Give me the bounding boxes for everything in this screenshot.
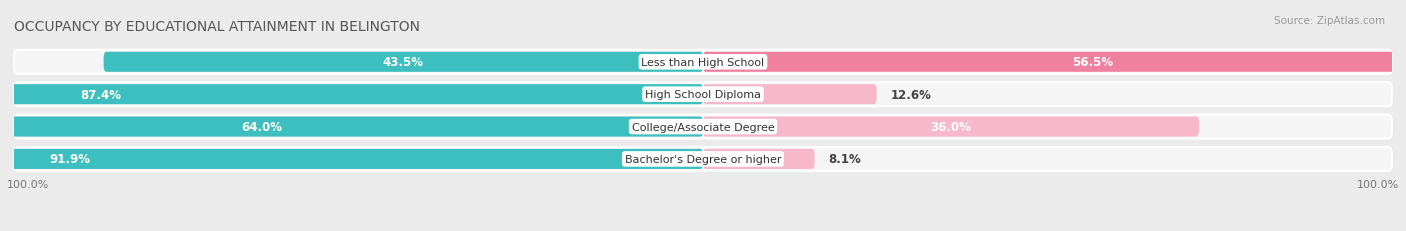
Text: OCCUPANCY BY EDUCATIONAL ATTAINMENT IN BELINGTON: OCCUPANCY BY EDUCATIONAL ATTAINMENT IN B… (14, 20, 420, 33)
Text: High School Diploma: High School Diploma (645, 90, 761, 100)
Text: 56.5%: 56.5% (1071, 56, 1112, 69)
Legend: Owner-occupied, Renter-occupied: Owner-occupied, Renter-occupied (576, 228, 830, 231)
FancyBboxPatch shape (703, 52, 1406, 73)
FancyBboxPatch shape (0, 85, 703, 105)
FancyBboxPatch shape (14, 115, 1392, 139)
Text: 8.1%: 8.1% (828, 153, 860, 166)
FancyBboxPatch shape (104, 52, 703, 73)
FancyBboxPatch shape (703, 117, 1199, 137)
FancyBboxPatch shape (14, 51, 1392, 74)
Text: 87.4%: 87.4% (80, 88, 121, 101)
Text: College/Associate Degree: College/Associate Degree (631, 122, 775, 132)
FancyBboxPatch shape (703, 85, 876, 105)
Text: 91.9%: 91.9% (49, 153, 90, 166)
Text: 12.6%: 12.6% (890, 88, 931, 101)
FancyBboxPatch shape (0, 149, 703, 169)
Text: Less than High School: Less than High School (641, 58, 765, 67)
Text: 43.5%: 43.5% (382, 56, 423, 69)
FancyBboxPatch shape (703, 149, 814, 169)
FancyBboxPatch shape (14, 83, 1392, 107)
FancyBboxPatch shape (0, 117, 703, 137)
Text: 100.0%: 100.0% (7, 179, 49, 189)
Text: 36.0%: 36.0% (931, 121, 972, 134)
Text: 64.0%: 64.0% (242, 121, 283, 134)
Text: Source: ZipAtlas.com: Source: ZipAtlas.com (1274, 16, 1385, 26)
Text: Bachelor's Degree or higher: Bachelor's Degree or higher (624, 154, 782, 164)
Text: 100.0%: 100.0% (1357, 179, 1399, 189)
FancyBboxPatch shape (14, 147, 1392, 171)
